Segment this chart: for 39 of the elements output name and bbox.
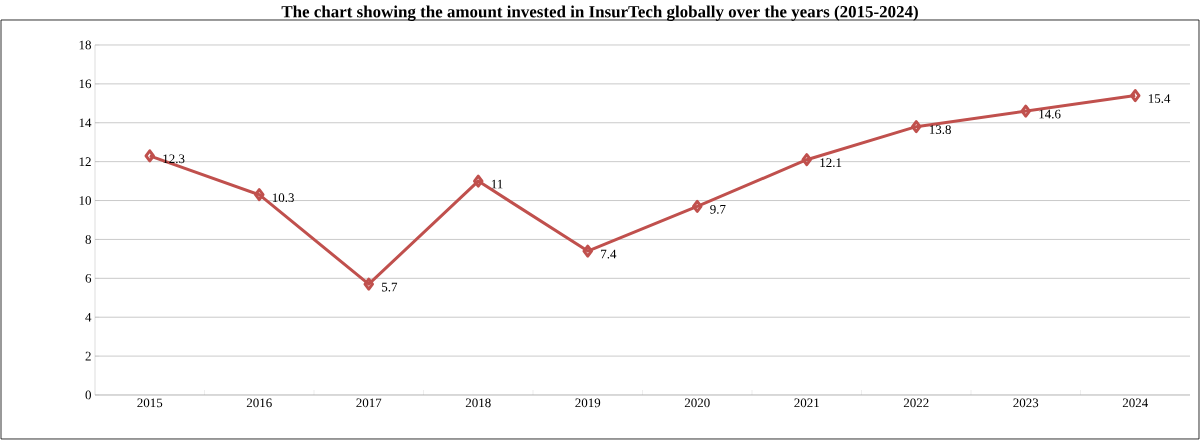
- chart-title: The chart showing the amount invested in InsurTech globally over the years (2015-2024): [281, 5, 918, 21]
- x-tick-label: 2021: [794, 398, 819, 408]
- y-tick-label: 10: [79, 196, 91, 205]
- data-label: 14.6: [1039, 109, 1061, 119]
- x-tick-label: 2017: [356, 398, 382, 408]
- x-tick-label: 2022: [903, 398, 929, 408]
- data-label: 5.7: [382, 282, 398, 292]
- x-tick-label: 2016: [246, 398, 272, 408]
- data-label: 11: [491, 179, 503, 189]
- x-tick-label: 2020: [684, 398, 710, 408]
- x-tick-label: 2024: [1122, 398, 1148, 408]
- y-tick-label: 14: [79, 118, 92, 128]
- data-label: 12.1: [820, 158, 842, 168]
- point: [911, 120, 922, 134]
- y-tick-label: 16: [79, 79, 92, 89]
- y-tick-label: 2: [85, 351, 91, 361]
- point: [254, 188, 265, 202]
- y-tick-label: 12: [79, 157, 91, 166]
- y-tick-label: 8: [85, 235, 91, 244]
- x-tick-label: 2018: [465, 398, 491, 408]
- y-tick-label: 0: [85, 390, 91, 400]
- data-label: 7.4: [601, 249, 617, 259]
- point: [582, 244, 594, 258]
- data-label: 13.8: [929, 125, 951, 135]
- point: [692, 199, 703, 213]
- y-tick-label: 6: [85, 273, 92, 283]
- y-tick-label: 18: [79, 40, 91, 50]
- data-label: 10.3: [272, 193, 294, 203]
- x-tick-label: 2019: [575, 398, 601, 408]
- data-label: 15.4: [1148, 94, 1171, 103]
- y-tick-label: 4: [85, 312, 92, 322]
- data-label: 9.7: [710, 204, 726, 214]
- point: [1020, 104, 1031, 118]
- data-label: 12.3: [163, 154, 185, 164]
- point: [473, 174, 484, 188]
- x-tick-label: 2015: [137, 398, 163, 408]
- point: [363, 277, 375, 291]
- x-tick-label: 2023: [1013, 398, 1039, 408]
- point: [801, 153, 812, 167]
